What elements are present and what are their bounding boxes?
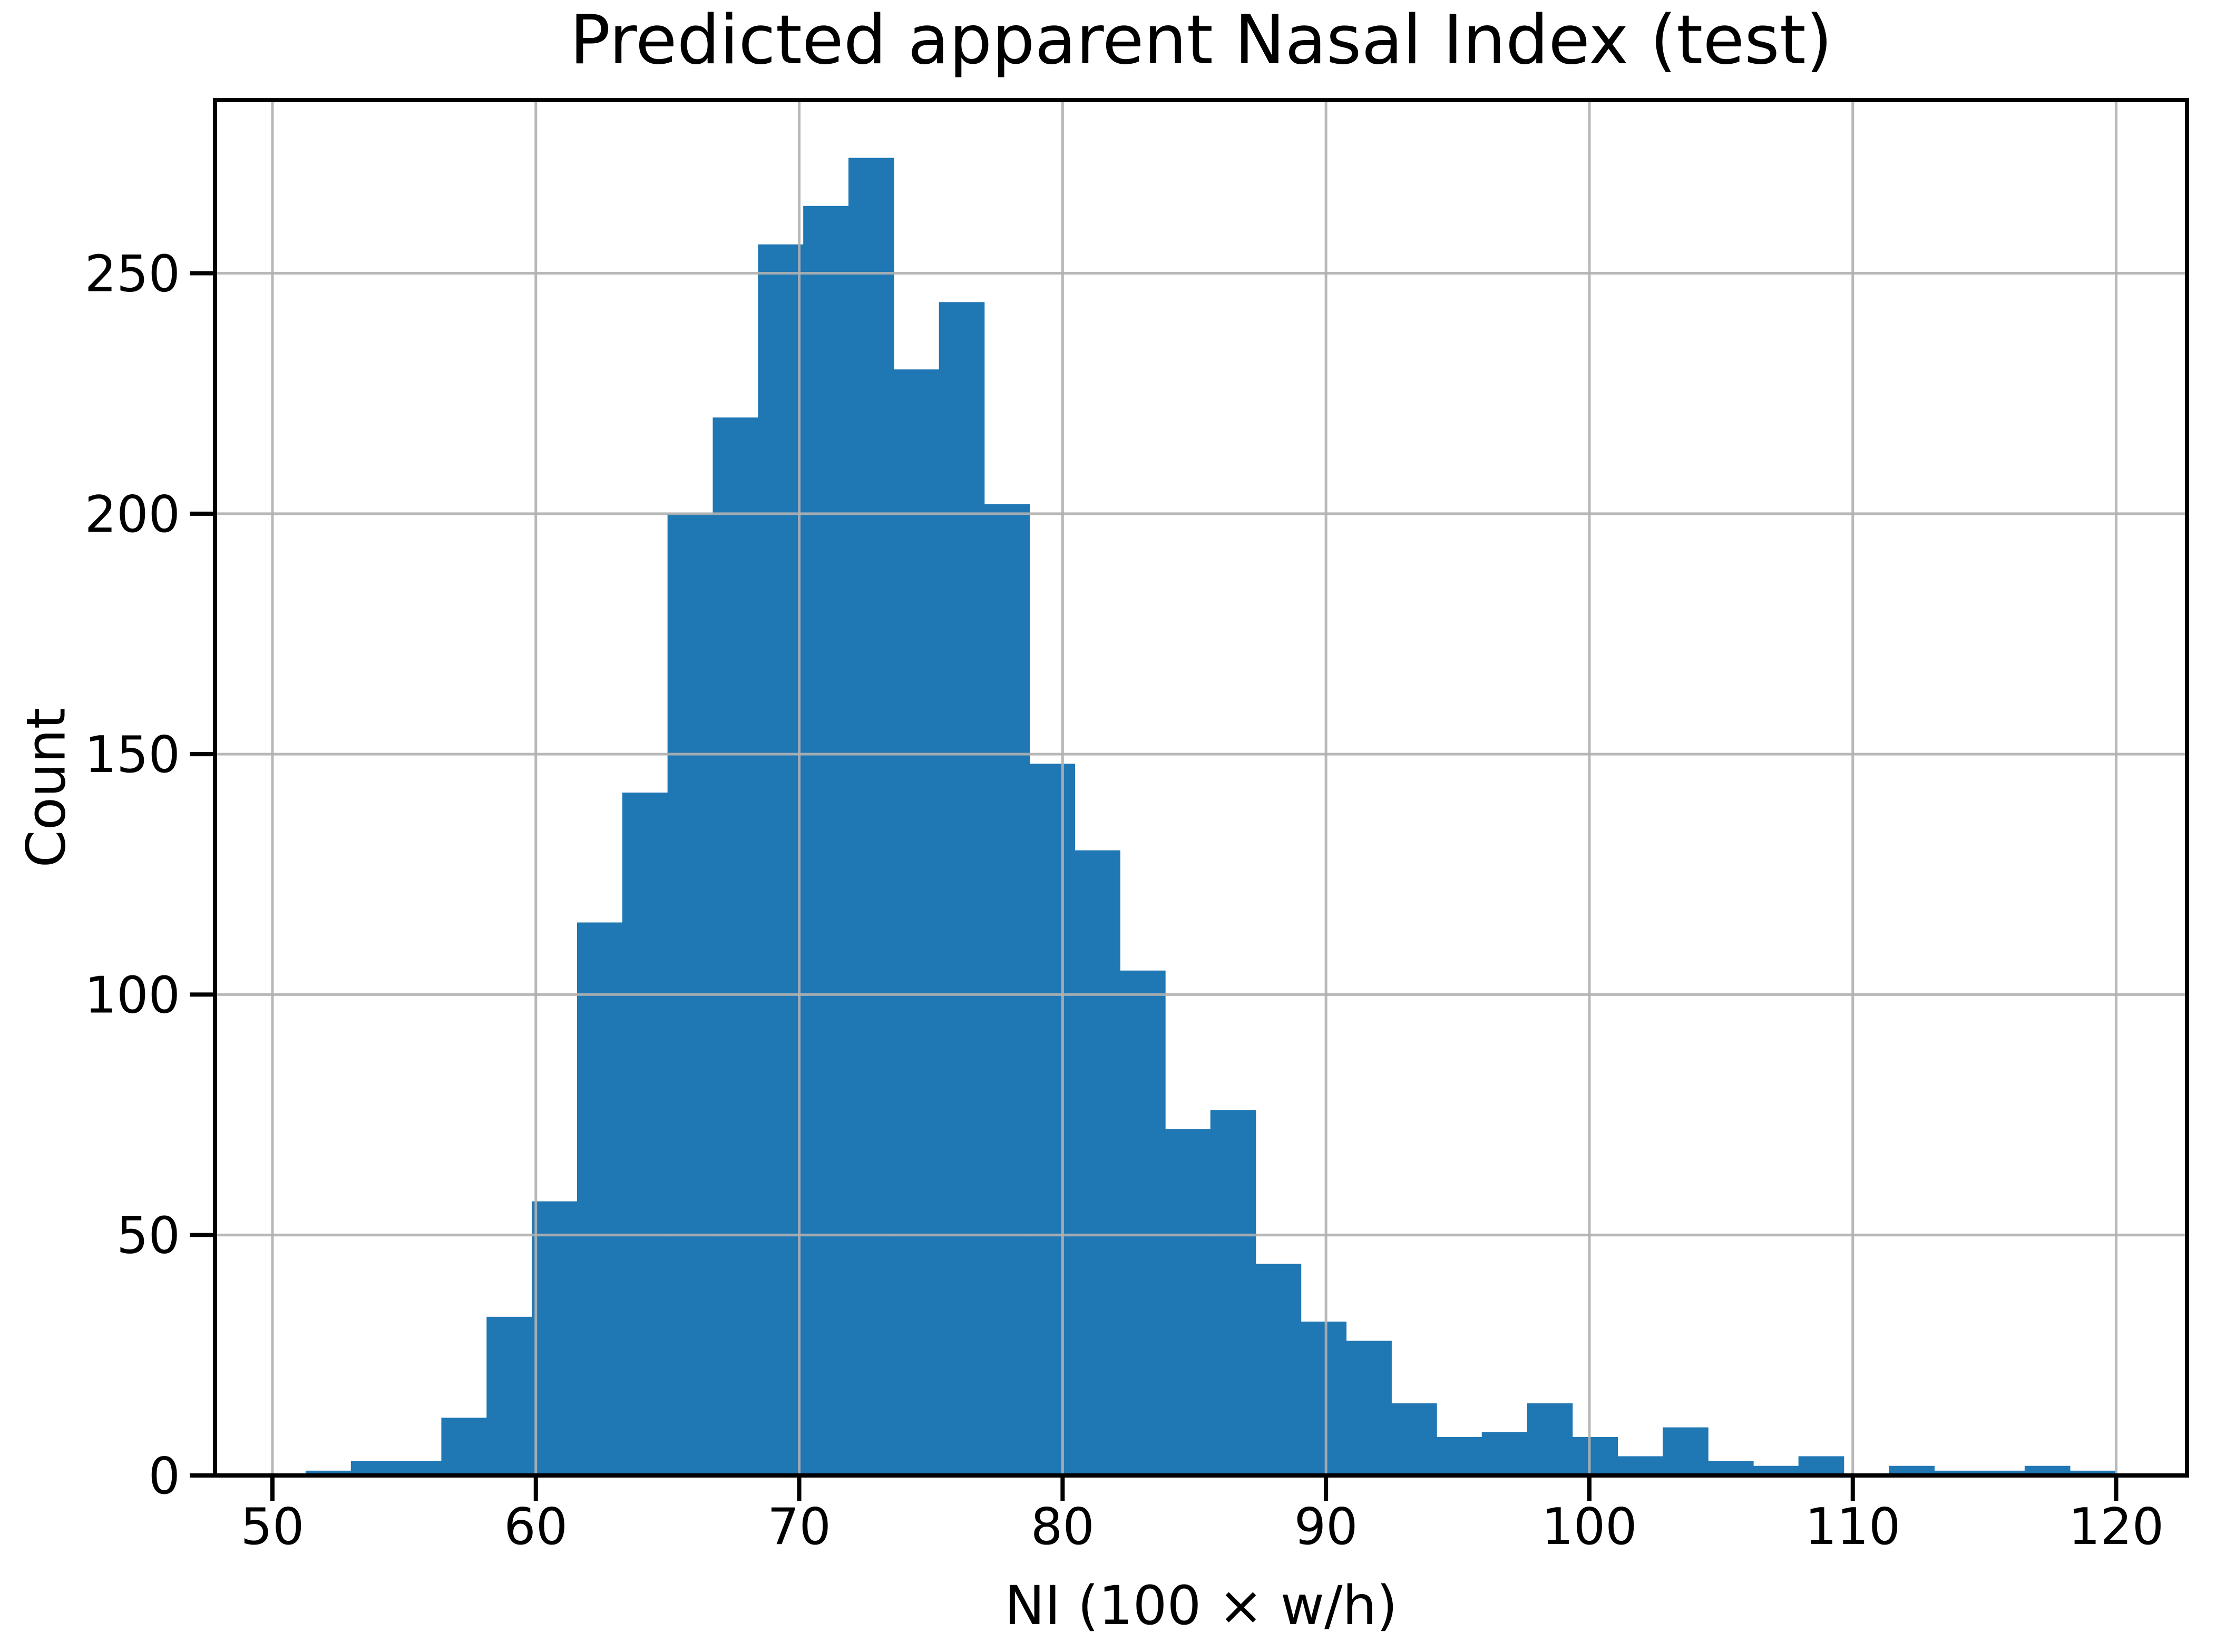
x-tick-label: 50 <box>241 1498 305 1556</box>
histogram-bar <box>1210 1110 1256 1475</box>
histogram-bar <box>1527 1403 1573 1475</box>
x-tick-label: 90 <box>1294 1498 1358 1556</box>
histogram-bar <box>486 1316 532 1475</box>
histogram-bar <box>803 206 849 1475</box>
x-tick-label: 80 <box>1031 1498 1095 1556</box>
histogram-bar <box>577 922 623 1475</box>
histogram-bar <box>1346 1341 1392 1475</box>
histogram-bar <box>1753 1465 1799 1475</box>
histogram-bar <box>1120 970 1166 1475</box>
histogram-bar <box>893 369 940 1476</box>
histogram-bar <box>1572 1436 1618 1475</box>
x-tick-label: 100 <box>1541 1498 1637 1556</box>
histogram-bar <box>1798 1456 1844 1475</box>
histogram-bar <box>1707 1461 1754 1475</box>
y-tick-label: 250 <box>85 246 180 304</box>
histogram-bar <box>758 244 804 1476</box>
histogram-bar <box>350 1461 397 1475</box>
y-tick-label: 0 <box>149 1448 180 1506</box>
x-axis-label: NI (100 × w/h) <box>1004 1575 1398 1637</box>
x-tick-label: 60 <box>504 1498 568 1556</box>
histogram-bar <box>1029 764 1076 1475</box>
histogram-bar <box>1663 1427 1709 1475</box>
histogram-bar <box>984 504 1030 1475</box>
y-tick-label: 200 <box>85 486 180 544</box>
histogram-bar <box>1391 1403 1437 1475</box>
x-tick-label: 110 <box>1805 1498 1900 1556</box>
x-tick-label: 70 <box>767 1498 831 1556</box>
x-tick-label: 120 <box>2068 1498 2164 1556</box>
y-tick-label: 50 <box>116 1207 180 1265</box>
histogram-bar <box>1934 1470 1980 1475</box>
histogram-bar <box>441 1418 487 1475</box>
histogram-bar <box>1436 1436 1482 1475</box>
histogram-bar <box>1889 1465 1935 1475</box>
histogram-bar <box>1075 850 1120 1475</box>
histogram-bar <box>622 793 668 1475</box>
histogram-bar <box>1481 1432 1528 1475</box>
chart-title: Predicted apparent Nasal Index (test) <box>570 1 1832 80</box>
histogram-bar <box>2024 1465 2071 1475</box>
y-tick-label: 150 <box>85 726 180 784</box>
histogram-bar <box>712 417 759 1476</box>
histogram-bar <box>1979 1470 2025 1475</box>
histogram-bar <box>1165 1129 1211 1475</box>
histogram-bar <box>848 158 894 1475</box>
plot-border <box>213 98 2189 1478</box>
histogram-bar <box>939 302 985 1476</box>
histogram-bar <box>2069 1470 2116 1475</box>
histogram-bar <box>1617 1456 1663 1475</box>
histogram-bar <box>396 1461 442 1475</box>
histogram-bar <box>305 1470 352 1475</box>
histogram-bar <box>1255 1264 1302 1475</box>
y-tick-label: 100 <box>85 966 180 1024</box>
histogram-bar <box>1301 1321 1347 1475</box>
histogram-bar <box>532 1201 578 1475</box>
